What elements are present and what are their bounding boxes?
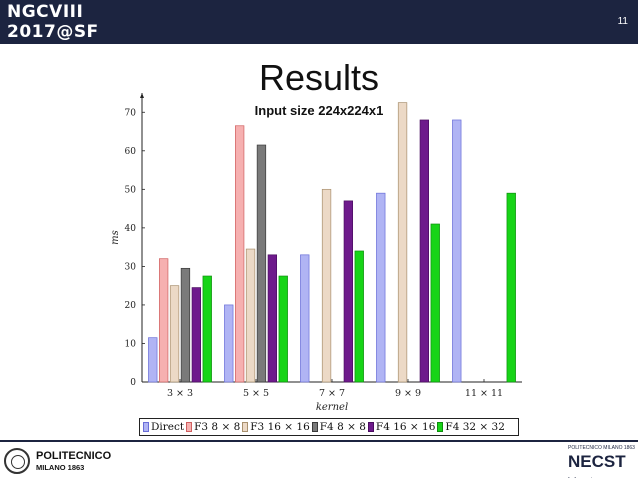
y-axis-label: ms	[110, 230, 121, 245]
x-tick-label: 7 × 7	[319, 388, 345, 399]
necst-logo-topline: POLITECNICO MILANO 1863	[568, 445, 635, 451]
polimi-year: MILANO 1863	[36, 462, 85, 472]
x-tick-label: 11 × 11	[465, 388, 503, 399]
brand-line2: 2017@SF	[7, 22, 99, 42]
x-axis-label: kernel	[316, 402, 348, 413]
slide-title: Results	[258, 57, 380, 98]
x-tick-label: 5 × 5	[243, 388, 269, 399]
bar	[506, 192, 516, 383]
necst-logo: POLITECNICO MILANO 1863 NECST laboratory	[568, 445, 635, 478]
bar	[278, 275, 288, 383]
bar	[321, 188, 332, 383]
chart-legend: Direct F3 8 × 8 F3 16 × 16 F4 8 × 8 F4 16 × …	[139, 418, 519, 436]
bar	[256, 144, 267, 383]
bar	[245, 248, 256, 383]
legend-label: Direct	[151, 421, 185, 433]
slide-subtitle: Input size 224x224x1	[254, 103, 384, 118]
bar	[202, 275, 212, 383]
bar	[397, 102, 408, 383]
legend-swatch	[143, 422, 149, 432]
y-tick-label: 50	[125, 185, 137, 195]
legend-swatch	[367, 422, 374, 432]
legend-item: Direct	[143, 421, 184, 433]
y-tick-label: 60	[125, 147, 137, 157]
bar	[300, 254, 310, 383]
polimi-logo: POLITECNICO MILANO 1863	[4, 448, 111, 474]
footer-divider	[0, 440, 638, 442]
legend-item: F4 16 × 16	[367, 421, 436, 433]
legend-swatch	[437, 422, 444, 432]
legend-label: F3 8 × 8	[194, 421, 241, 433]
legend-swatch	[186, 422, 193, 432]
legend-item: F4 32 × 32	[437, 421, 505, 433]
x-tick-label: 9 × 9	[395, 388, 421, 399]
university-seal-icon	[4, 448, 30, 474]
bar	[169, 285, 180, 383]
y-tick-label: 0	[130, 378, 136, 388]
y-tick-label: 10	[125, 339, 137, 349]
bar	[267, 254, 277, 383]
bar	[354, 250, 364, 383]
legend-swatch	[242, 422, 249, 432]
bar	[148, 337, 158, 383]
bar	[419, 119, 429, 383]
necst-logo-sub: laboratory	[568, 477, 604, 478]
necst-logo-name: NECST	[568, 452, 626, 471]
bar	[235, 125, 245, 383]
chart-labels: 0 10 20 30 40 50 60 70 ms 3 × 3 5 × 5 7 × 7 9 × 9 11 …	[110, 108, 503, 413]
bar	[180, 267, 191, 383]
page-number: 11	[617, 16, 628, 27]
legend-label: F4 32 × 32	[445, 421, 505, 433]
y-tick-label: 40	[125, 224, 137, 234]
bar	[224, 304, 234, 383]
legend-label: F4 16 × 16	[375, 421, 436, 433]
x-tick-label: 3 × 3	[167, 388, 193, 399]
y-axis-arrow	[140, 93, 144, 98]
conference-logo: NGCVIII 2017@SF	[7, 4, 99, 41]
bar	[376, 192, 386, 383]
bar	[191, 287, 202, 383]
legend-label: F3 16 × 16	[250, 421, 310, 433]
bar	[159, 258, 169, 383]
y-tick-label: 20	[125, 301, 137, 311]
bar	[452, 119, 462, 383]
bar	[430, 223, 440, 383]
header-bar: NGCVIII 2017@SF 11	[0, 0, 638, 44]
legend-item: F4 8 × 8	[311, 421, 366, 433]
brand-line1: NGCVIII	[7, 2, 84, 22]
bar	[343, 200, 353, 383]
legend-swatch	[311, 422, 318, 432]
legend-item: F3 16 × 16	[242, 421, 310, 433]
y-tick-label: 30	[125, 262, 137, 272]
polimi-name: POLITECNICO	[36, 449, 112, 462]
legend-label: F4 8 × 8	[319, 421, 366, 433]
y-tick-label: 70	[125, 108, 137, 118]
legend-item: F3 8 × 8	[186, 421, 240, 433]
chart-bars	[148, 102, 516, 383]
